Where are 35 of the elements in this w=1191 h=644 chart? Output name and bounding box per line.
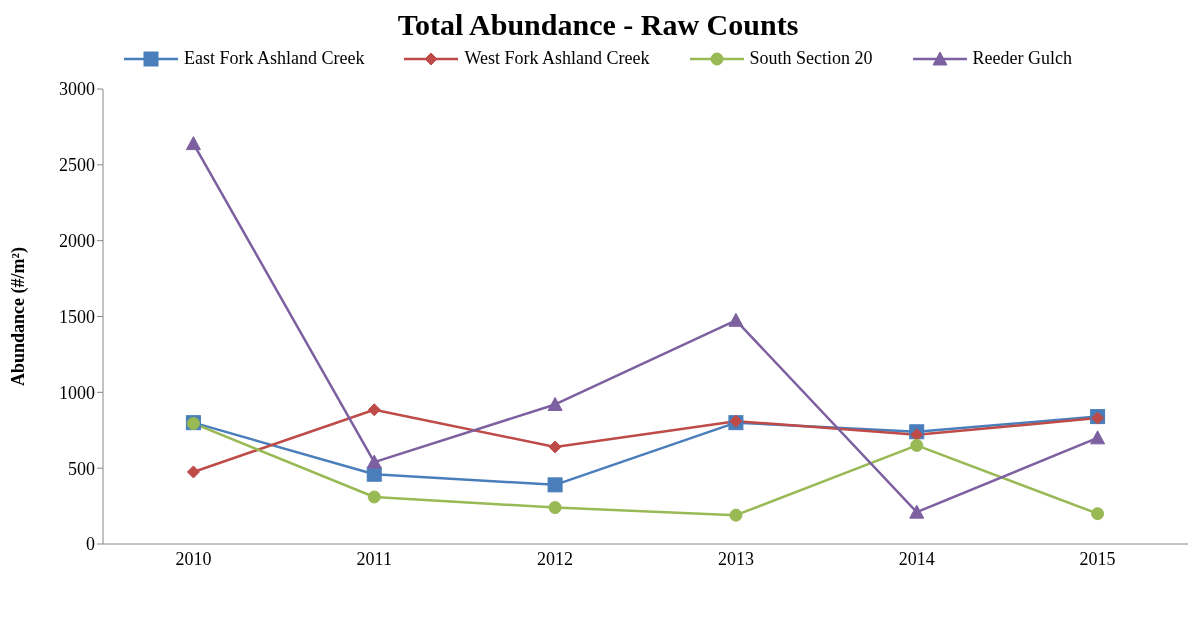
y-axis-title: Abundance (#/m²)	[8, 247, 30, 386]
point	[910, 428, 924, 442]
point	[547, 477, 563, 493]
y-tick-label: 1000	[59, 382, 95, 403]
x-tick-label: 2014	[898, 548, 935, 569]
point	[186, 465, 200, 479]
x-tick-label: 2010	[175, 548, 212, 569]
point	[366, 454, 382, 469]
y-tick-label: 2000	[59, 231, 95, 252]
legend-label: South Section 20	[749, 48, 873, 69]
point	[910, 438, 924, 452]
point	[728, 312, 744, 327]
y-tick-label: 3000	[59, 79, 95, 100]
point	[729, 508, 743, 522]
y-tick-label: 1500	[59, 306, 95, 327]
y-tick-label: 2500	[59, 155, 95, 176]
point	[185, 136, 201, 151]
x-tick-label: 2011	[356, 548, 392, 569]
point	[367, 403, 381, 417]
point	[548, 501, 562, 515]
x-tick-label: 2012	[537, 548, 574, 569]
x-tick-label: 2013	[717, 548, 754, 569]
legend-label: East Fork Ashland Creek	[184, 48, 365, 69]
point	[1090, 430, 1106, 445]
point	[547, 396, 563, 411]
point	[548, 440, 562, 454]
y-tick-label: 0	[86, 534, 95, 555]
legend-label: West Fork Ashland Creek	[464, 48, 650, 69]
y-tick-label: 500	[68, 458, 95, 479]
x-tick-label: 2015	[1079, 548, 1116, 569]
legend-label: Reeder Gulch	[972, 48, 1072, 69]
point	[1091, 507, 1105, 521]
point	[909, 504, 925, 519]
point	[367, 490, 381, 504]
chart-title: Total Abundance - Raw Counts	[396, 8, 800, 42]
